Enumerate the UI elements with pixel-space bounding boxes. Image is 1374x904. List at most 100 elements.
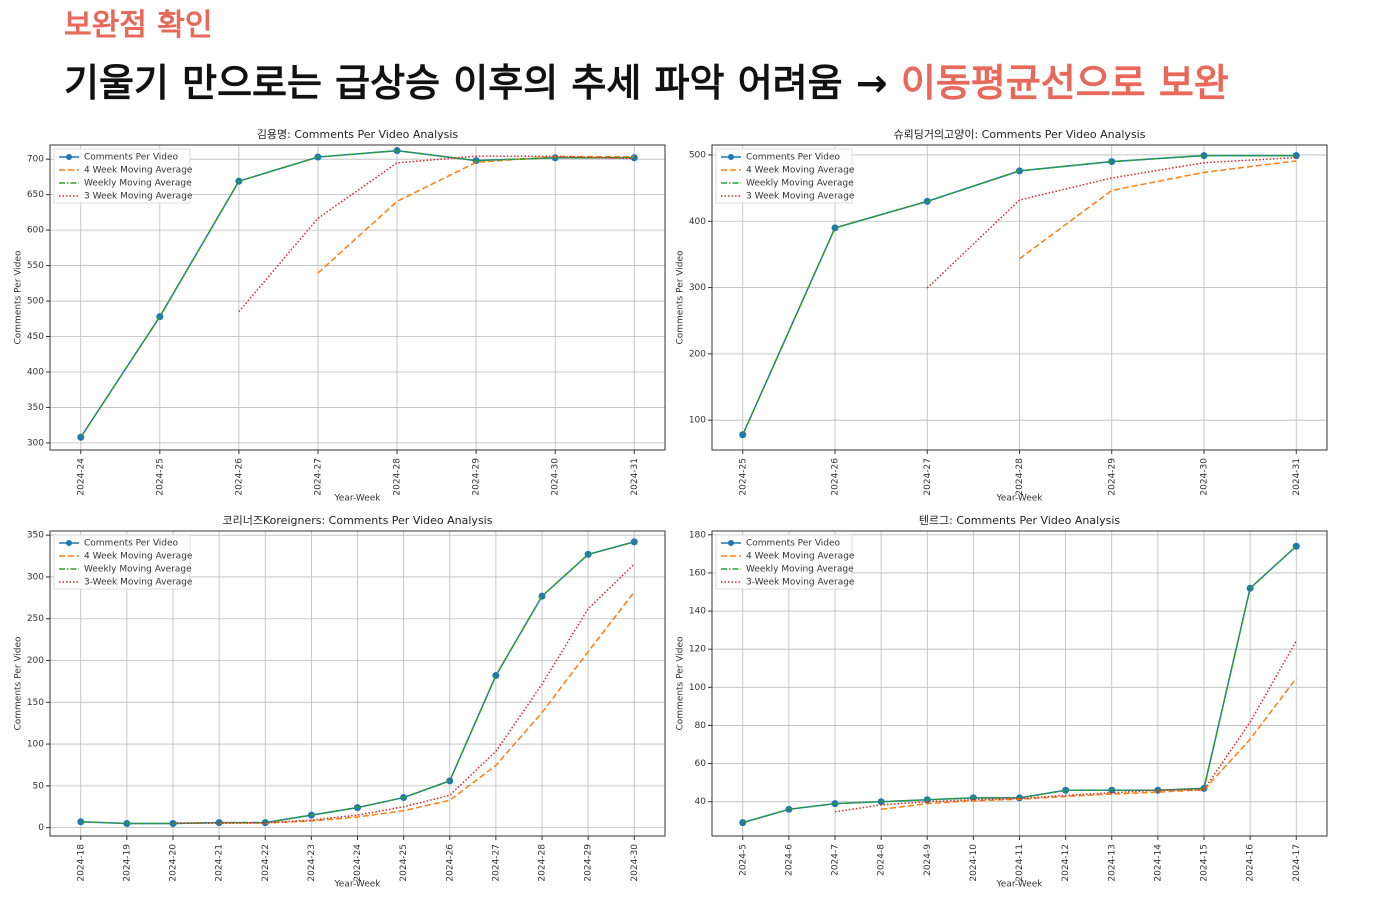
y-tick-label: 120 — [689, 645, 706, 655]
y-tick-label: 500 — [689, 150, 706, 160]
x-tick-label: 2024-12 — [1061, 844, 1071, 882]
series-line — [238, 155, 635, 313]
legend-label: 4 Week Moving Average — [84, 552, 193, 562]
legend-marker — [66, 540, 72, 546]
legend-label: 3 Week Moving Average — [746, 192, 855, 202]
x-axis-label: Year-Week — [333, 880, 381, 890]
x-tick-label: 2024-30 — [551, 458, 561, 496]
x-tick-label: 2024-19 — [122, 844, 132, 882]
legend-label: Comments Per Video — [84, 539, 179, 549]
x-tick-label: 2024-24 — [76, 458, 86, 496]
legend-label: Weekly Moving Average — [84, 565, 192, 575]
x-tick-label: 2024-28 — [393, 458, 403, 496]
legend-marker — [728, 540, 734, 546]
y-tick-label: 650 — [27, 190, 44, 200]
x-tick-label: 2024-31 — [1292, 458, 1302, 496]
chart-title: 텐르그: Comments Per Video Analysis — [919, 514, 1121, 527]
x-tick-label: 2024-24 — [353, 844, 363, 882]
series-line — [80, 149, 635, 438]
slide-title: 기울기 만으로는 급상승 이후의 추세 파악 어려움 → 이동평균선으로 보완 — [64, 52, 1229, 107]
y-tick-label: 550 — [27, 261, 44, 271]
x-tick-label: 2024-30 — [1200, 458, 1210, 496]
legend-box — [715, 148, 853, 204]
y-axis-label: Comments Per Video — [14, 636, 24, 731]
x-tick-label: 2024-25 — [399, 844, 409, 882]
y-tick-label: 500 — [27, 297, 44, 307]
x-tick-label: 2024-22 — [261, 844, 271, 882]
y-tick-label: 350 — [27, 403, 44, 413]
x-tick-label: 2024-29 — [584, 844, 594, 882]
legend-marker — [66, 154, 72, 160]
x-tick-label: 2024-6 — [784, 844, 794, 876]
y-tick-label: 100 — [27, 740, 44, 750]
y-tick-label: 250 — [27, 614, 44, 624]
y-axis-label: Comments Per Video — [676, 250, 686, 345]
legend-box — [715, 534, 853, 590]
y-tick-label: 700 — [27, 155, 44, 165]
x-tick-label: 2024-26 — [831, 458, 841, 496]
point — [446, 777, 454, 785]
series-line — [834, 640, 1297, 813]
series-line — [926, 156, 1297, 289]
series-line — [742, 154, 1297, 436]
x-tick-label: 2024-28 — [1015, 458, 1025, 496]
point — [492, 672, 500, 680]
x-tick-label: 2024-11 — [1015, 844, 1025, 882]
y-tick-label: 600 — [27, 226, 44, 236]
x-tick-label: 2024-30 — [630, 844, 640, 882]
y-tick-label: 60 — [695, 759, 707, 769]
plot-frame — [49, 144, 666, 451]
x-tick-label: 2024-8 — [877, 844, 887, 876]
y-tick-label: 180 — [689, 530, 706, 540]
x-tick-label: 2024-16 — [1246, 844, 1256, 882]
legend-label: Weekly Moving Average — [746, 179, 854, 189]
y-tick-label: 300 — [27, 438, 44, 448]
x-tick-label: 2024-13 — [1107, 844, 1117, 882]
plot-frame — [49, 530, 666, 837]
y-tick-label: 50 — [33, 781, 45, 791]
x-tick-label: 2024-27 — [923, 458, 933, 496]
x-axis-label: Year-Week — [995, 880, 1043, 890]
x-tick-label: 2024-29 — [1107, 458, 1117, 496]
x-tick-label: 2024-31 — [630, 458, 640, 496]
chart-title: 코리너즈Koreigners: Comments Per Video Analy… — [223, 514, 493, 527]
y-axis-label: Comments Per Video — [676, 636, 686, 731]
y-tick-label: 350 — [27, 531, 44, 541]
legend-marker — [728, 154, 734, 160]
series-line — [742, 545, 1297, 824]
legend-label: Comments Per Video — [84, 153, 179, 163]
y-tick-label: 0 — [38, 823, 44, 833]
legend-label: 4 Week Moving Average — [746, 166, 855, 176]
x-tick-label: 2024-26 — [445, 844, 455, 882]
y-tick-label: 200 — [27, 656, 44, 666]
y-tick-label: 160 — [689, 568, 706, 578]
x-axis-label: Year-Week — [995, 494, 1043, 504]
series-line — [219, 591, 635, 824]
section-label: 보완점 확인 — [64, 8, 213, 43]
y-tick-label: 80 — [695, 721, 707, 731]
title-text: 기울기 만으로는 급상승 이후의 추세 파악 어려움 → — [64, 61, 888, 105]
y-axis-label: Comments Per Video — [14, 250, 24, 345]
y-tick-label: 140 — [689, 607, 706, 617]
legend-label: 3-Week Moving Average — [84, 578, 193, 588]
x-tick-label: 2024-29 — [472, 458, 482, 496]
series-line — [881, 677, 1297, 811]
x-tick-label: 2024-18 — [76, 844, 86, 882]
y-tick-label: 100 — [689, 416, 706, 426]
legend-label: Comments Per Video — [746, 153, 841, 163]
plot-frame — [711, 530, 1328, 837]
y-tick-label: 450 — [27, 332, 44, 342]
legend-label: Comments Per Video — [746, 539, 841, 549]
x-tick-label: 2024-25 — [738, 458, 748, 496]
series-line — [172, 563, 635, 824]
series-line — [1019, 160, 1297, 260]
legend-label: Weekly Moving Average — [84, 179, 192, 189]
x-tick-label: 2024-27 — [491, 844, 501, 882]
legend-label: Weekly Moving Average — [746, 565, 854, 575]
x-tick-label: 2024-5 — [738, 844, 748, 876]
y-tick-label: 40 — [695, 797, 707, 807]
legend-box — [53, 534, 191, 590]
y-tick-label: 400 — [27, 367, 44, 377]
x-tick-label: 2024-14 — [1153, 844, 1163, 882]
